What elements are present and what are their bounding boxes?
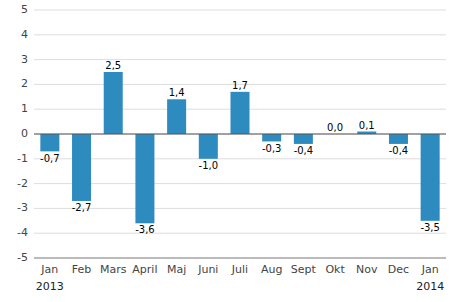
annotation: 2014	[416, 280, 444, 293]
grid-line	[34, 10, 446, 11]
x-tick-label: Dec	[388, 263, 409, 276]
y-tick-label: -4	[17, 226, 28, 239]
grid-line	[34, 233, 446, 234]
grid-line	[34, 134, 446, 135]
data-label: -2,7	[72, 202, 92, 213]
data-label: -0,3	[262, 143, 282, 154]
x-tick-label: Juni	[197, 263, 218, 276]
y-tick-label: 5	[21, 3, 28, 16]
y-tick-label: -5	[17, 251, 28, 264]
chart: -5 -4 -3 -2 -1 0 1 2 3 4 5 -0,7 -2,7 2,5 -3,6 1,4 -1,0 1,…	[0, 0, 454, 302]
data-label: 1,7	[232, 80, 248, 91]
bar	[230, 92, 249, 134]
x-tick-label: Nov	[356, 263, 378, 276]
bar	[135, 134, 154, 223]
bar	[199, 134, 218, 159]
data-labels: -0,7 -2,7 2,5 -3,6 1,4 -1,0 1,7 -0,3 -0,4 0,0 0,1 -…	[40, 60, 440, 235]
data-label: -0,4	[389, 145, 409, 156]
bar	[389, 134, 408, 144]
x-tick-label: Juli	[231, 263, 248, 276]
grid-line	[34, 34, 446, 35]
y-tick-label: 1	[21, 102, 28, 115]
x-tick-label: Aug	[261, 263, 282, 276]
y-tick-label: -3	[17, 201, 28, 214]
bar	[104, 72, 123, 134]
bar	[262, 134, 281, 141]
x-axis: Jan Feb Mars April Maj Juni Juli Aug Sept Okt Nov D…	[40, 263, 438, 276]
y-tick-label: 4	[21, 28, 28, 41]
data-label: -3,6	[135, 224, 155, 235]
y-tick-label: 0	[21, 127, 28, 140]
bar	[167, 99, 186, 134]
x-axis-line	[34, 258, 446, 259]
x-tick-label: Okt	[325, 263, 345, 276]
x-tick-label: Maj	[167, 263, 186, 276]
data-label: 1,4	[169, 87, 185, 98]
data-label: -0,7	[40, 153, 60, 164]
grid-line	[34, 183, 446, 184]
zero-line	[34, 134, 446, 135]
data-label: 0,1	[359, 120, 375, 131]
y-tick-label: -2	[17, 177, 28, 190]
x-tick-label: Jan	[40, 263, 58, 276]
x-tick-label: April	[132, 263, 157, 276]
grid-line	[34, 158, 446, 159]
bars	[40, 72, 439, 223]
chart-container: -5 -4 -3 -2 -1 0 1 2 3 4 5 -0,7 -2,7 2,5 -3,6 1,4 -1,0 1,…	[0, 0, 454, 302]
bar	[294, 134, 313, 144]
data-label: 2,5	[105, 60, 121, 71]
grid-line	[34, 59, 446, 60]
grid-line	[34, 258, 446, 259]
bar	[40, 134, 59, 151]
y-tick-label: 2	[21, 77, 28, 90]
y-tick-label: 3	[21, 53, 28, 66]
y-tick-label: -1	[17, 152, 28, 165]
y-axis: -5 -4 -3 -2 -1 0 1 2 3 4 5	[17, 3, 446, 264]
x-tick-label: Feb	[72, 263, 91, 276]
data-label: 0,0	[327, 122, 343, 133]
x-tick-label: Sept	[291, 263, 317, 276]
grid-line	[34, 208, 446, 209]
data-label: -0,4	[294, 145, 314, 156]
data-label: -1,0	[199, 160, 219, 171]
bar	[421, 134, 440, 221]
x-tick-label: Mars	[100, 263, 127, 276]
annotation: 2013	[36, 280, 64, 293]
x-tick-label: Jan	[421, 263, 439, 276]
bar	[72, 134, 91, 201]
data-label: -3,5	[420, 222, 440, 233]
